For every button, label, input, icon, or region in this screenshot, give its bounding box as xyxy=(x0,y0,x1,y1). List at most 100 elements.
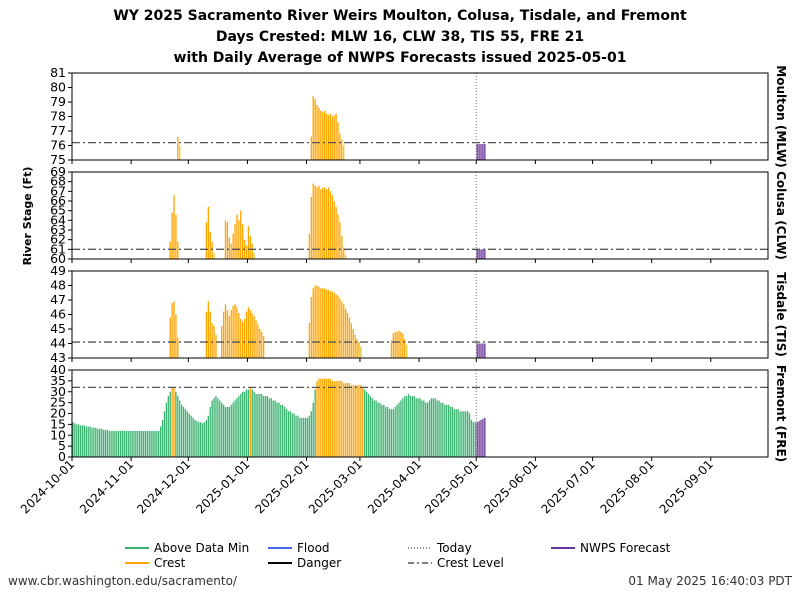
bar-1-2024-12-20 xyxy=(224,220,227,259)
bar-1-2025-02-05 xyxy=(314,185,316,259)
ytick-label-1-66: 66 xyxy=(50,193,66,208)
bar-0-2025-02-15 xyxy=(333,115,335,160)
bar-3-2024-10-27 xyxy=(121,430,124,457)
legend-label-5: Crest Level xyxy=(437,556,504,570)
bar-3-2024-10-24 xyxy=(116,430,118,457)
ytick-label-3-5: 5 xyxy=(58,438,66,453)
bar-2-2025-02-25 xyxy=(352,329,354,358)
bar-3-2025-02-08 xyxy=(320,378,322,457)
ytick-label-2-48: 48 xyxy=(50,278,66,293)
bar-3-2024-12-12 xyxy=(209,406,211,457)
xtick-label-2024-10-01: 2024-10-01 xyxy=(18,457,77,516)
bar-0-2025-02-05 xyxy=(314,99,316,160)
bar-2-2024-12-24 xyxy=(232,305,234,358)
bar-3-2024-12-02 xyxy=(190,415,192,457)
bar-1-2025-02-09 xyxy=(322,187,324,259)
bar-3-2025-01-19 xyxy=(282,404,284,457)
bar-3-2024-10-17 xyxy=(102,429,105,457)
bar-1-2024-12-31 xyxy=(245,245,248,259)
bar-3-2024-11-27 xyxy=(180,404,183,457)
bar-3-2024-10-01 xyxy=(72,422,74,457)
bar-2-2025-02-22 xyxy=(346,313,349,358)
bar-3-2024-12-30 xyxy=(243,391,246,457)
ytick-label-1-69: 69 xyxy=(50,164,66,179)
bar-2-2025-03-24 xyxy=(404,339,406,358)
bar-2-2024-12-14 xyxy=(213,326,215,358)
bar-3-2024-12-01 xyxy=(188,413,190,457)
bar-2-2024-12-11 xyxy=(207,301,209,358)
ytick-label-2-47: 47 xyxy=(50,292,66,307)
bar-3-2025-04-15 xyxy=(446,404,448,457)
footer-source-url[interactable]: www.cbr.washington.edu/sacramento/ xyxy=(8,574,237,588)
bar-1-2025-01-04 xyxy=(253,253,255,259)
bar-1-2025-02-21 xyxy=(344,255,347,259)
ytick-label-2-49: 49 xyxy=(50,263,66,278)
bar-3-2024-12-25 xyxy=(234,400,236,457)
bar-3-2025-03-09 xyxy=(375,400,377,457)
bar-2-2025-01-03 xyxy=(251,313,253,358)
bar-3-2025-02-09 xyxy=(322,378,324,457)
forecast-bar-2-2025-05-05 xyxy=(484,343,486,358)
forecast-bar-3-2025-05-01 xyxy=(476,422,478,457)
forecast-bar-2-2025-05-01 xyxy=(476,343,478,358)
bar-1-2025-02-06 xyxy=(316,187,318,259)
bar-3-2025-04-24 xyxy=(463,411,465,457)
panel-label-3: Fremont (FRE) xyxy=(774,365,788,462)
bar-2-2025-01-06 xyxy=(257,324,259,358)
bar-3-2025-03-28 xyxy=(411,396,414,457)
bar-3-2024-10-20 xyxy=(108,430,110,457)
bar-1-2025-02-07 xyxy=(318,185,320,259)
bar-3-2024-12-19 xyxy=(222,404,225,457)
forecast-bar-0-2025-05-04 xyxy=(482,144,484,160)
bar-1-2024-12-29 xyxy=(242,224,244,259)
forecast-bar-3-2025-05-02 xyxy=(478,421,480,457)
bar-2-2025-02-16 xyxy=(335,294,337,358)
bar-3-2025-03-27 xyxy=(409,396,412,457)
bar-3-2024-10-22 xyxy=(112,430,114,457)
bar-3-2024-11-07 xyxy=(142,430,145,457)
bar-3-2024-10-18 xyxy=(104,429,107,457)
xtick-label-2025-09-01: 2025-09-01 xyxy=(657,457,716,516)
bar-1-2025-01-02 xyxy=(249,235,251,259)
bar-3-2025-01-21 xyxy=(285,409,288,457)
bar-2-2025-02-20 xyxy=(343,304,345,358)
bar-0-2025-02-10 xyxy=(323,110,326,160)
bar-3-2025-03-08 xyxy=(373,400,375,457)
ytick-label-1-68: 68 xyxy=(50,174,66,189)
bar-2-2025-02-12 xyxy=(327,289,330,358)
bar-3-2025-03-24 xyxy=(404,396,406,457)
bar-0-2024-11-25 xyxy=(177,136,179,160)
bar-3-2025-02-01 xyxy=(306,417,309,457)
bar-2-2025-01-07 xyxy=(259,329,261,358)
bar-3-2025-04-08 xyxy=(432,398,435,457)
ytick-label-3-10: 10 xyxy=(50,427,66,442)
ytick-label-0-81: 81 xyxy=(50,65,66,80)
bar-1-2025-02-13 xyxy=(329,191,332,259)
bar-2-2025-03-21 xyxy=(398,330,400,358)
bar-0-2025-02-04 xyxy=(312,96,314,160)
bar-3-2025-03-15 xyxy=(386,406,389,457)
bar-1-2025-02-15 xyxy=(333,201,335,259)
bar-1-2025-02-02 xyxy=(308,233,311,259)
bar-3-2024-12-18 xyxy=(221,402,223,458)
bar-1-2025-02-18 xyxy=(339,222,341,259)
bar-3-2025-04-27 xyxy=(468,413,471,457)
bar-3-2024-11-06 xyxy=(140,430,143,457)
panel-label-2: Tisdale (TIS) xyxy=(774,272,788,357)
xtick-label-2025-08-01: 2025-08-01 xyxy=(598,457,657,516)
ytick-label-0-79: 79 xyxy=(50,94,66,109)
bar-3-2025-03-02 xyxy=(362,387,364,457)
bar-1-2025-01-03 xyxy=(251,243,253,259)
bar-1-2024-12-25 xyxy=(234,224,236,259)
forecast-bar-3-2025-05-03 xyxy=(480,420,482,457)
bar-3-2024-10-21 xyxy=(110,430,112,457)
bar-3-2025-02-20 xyxy=(343,383,345,457)
bar-1-2024-11-22 xyxy=(171,212,173,259)
bar-2-2025-01-04 xyxy=(253,315,255,358)
bar-2-2024-12-31 xyxy=(245,311,248,358)
bar-3-2024-10-05 xyxy=(79,425,82,457)
bar-1-2024-11-25 xyxy=(177,241,179,259)
bar-3-2024-10-06 xyxy=(81,425,84,457)
bar-1-2025-02-17 xyxy=(337,214,339,259)
